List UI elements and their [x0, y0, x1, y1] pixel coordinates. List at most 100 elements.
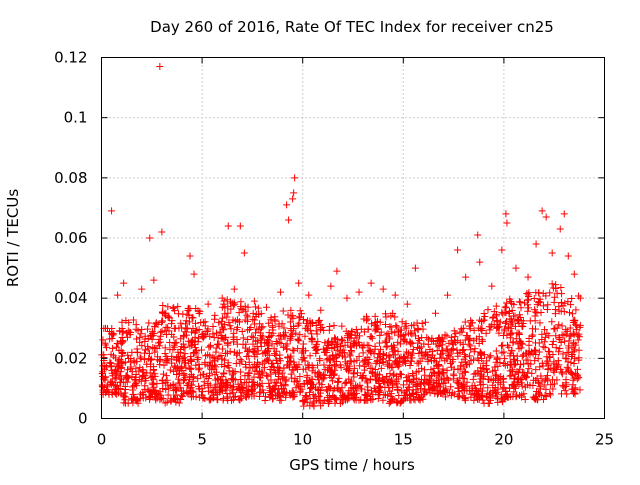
- data-point: [554, 357, 562, 365]
- data-point: [455, 380, 463, 388]
- data-point: [265, 351, 273, 359]
- data-point: [363, 341, 371, 349]
- data-point: [318, 374, 326, 382]
- data-point: [404, 383, 412, 391]
- y-tick-label: 0.1: [64, 109, 88, 127]
- data-point: [411, 327, 419, 335]
- data-point: [276, 357, 284, 365]
- data-point: [457, 325, 465, 333]
- data-point: [447, 363, 455, 371]
- data-point: [376, 339, 384, 347]
- data-point: [343, 294, 351, 302]
- data-point: [394, 385, 402, 393]
- data-point: [492, 393, 500, 401]
- data-point: [109, 331, 117, 339]
- data-point: [201, 395, 209, 403]
- data-point: [518, 368, 526, 376]
- data-point: [396, 399, 404, 407]
- data-point: [237, 298, 245, 306]
- data-point: [548, 249, 556, 257]
- data-point: [395, 392, 403, 400]
- data-point: [188, 341, 196, 349]
- data-point: [281, 329, 289, 337]
- data-point: [408, 330, 416, 338]
- data-point: [320, 348, 328, 356]
- data-point: [355, 332, 363, 340]
- data-point: [303, 325, 311, 333]
- data-point: [106, 359, 114, 367]
- data-point: [547, 381, 555, 389]
- data-point: [372, 388, 380, 396]
- data-point: [476, 258, 484, 266]
- data-point: [525, 365, 533, 373]
- data-point: [534, 355, 542, 363]
- data-point: [367, 396, 375, 404]
- data-point: [325, 326, 333, 334]
- data-point: [531, 306, 539, 314]
- data-point: [143, 360, 151, 368]
- data-point: [485, 376, 493, 384]
- data-point: [359, 349, 367, 357]
- data-point: [521, 299, 529, 307]
- data-point: [151, 348, 159, 356]
- data-point: [187, 353, 195, 361]
- data-point: [220, 369, 228, 377]
- data-point: [533, 396, 541, 404]
- data-point: [510, 380, 518, 388]
- data-point: [223, 349, 231, 357]
- data-point: [524, 304, 532, 312]
- data-point: [210, 365, 218, 373]
- data-point: [263, 372, 271, 380]
- data-point: [184, 379, 192, 387]
- data-point: [310, 381, 318, 389]
- x-tick-label: 5: [197, 431, 207, 449]
- data-point: [330, 361, 338, 369]
- data-point: [253, 325, 261, 333]
- data-point: [469, 375, 477, 383]
- data-point: [246, 326, 254, 334]
- data-point: [153, 380, 161, 388]
- data-point: [158, 228, 166, 236]
- data-point: [489, 314, 497, 322]
- data-point: [280, 388, 288, 396]
- data-point: [532, 395, 540, 403]
- data-point: [413, 319, 421, 327]
- data-point: [539, 302, 547, 310]
- data-point: [425, 377, 433, 385]
- data-point: [114, 357, 122, 365]
- data-point: [195, 360, 203, 368]
- data-point: [266, 383, 274, 391]
- data-point: [191, 329, 199, 337]
- data-point: [356, 341, 364, 349]
- data-point: [174, 384, 182, 392]
- data-point: [346, 362, 354, 370]
- data-point: [290, 358, 298, 366]
- data-point: [158, 327, 166, 335]
- data-point: [380, 391, 388, 399]
- data-point: [300, 402, 308, 410]
- data-point: [248, 378, 256, 386]
- data-point: [235, 309, 243, 317]
- data-point: [575, 346, 583, 354]
- data-point: [234, 323, 242, 331]
- data-point: [163, 331, 171, 339]
- data-point: [301, 332, 309, 340]
- y-tick-label: 0.12: [54, 49, 87, 67]
- data-point: [265, 342, 273, 350]
- data-point: [162, 309, 170, 317]
- data-point: [407, 340, 415, 348]
- data-point: [553, 363, 561, 371]
- data-point: [545, 348, 553, 356]
- data-point: [479, 364, 487, 372]
- data-point: [163, 398, 171, 406]
- data-point: [108, 207, 116, 215]
- data-point: [548, 280, 556, 288]
- data-point: [431, 370, 439, 378]
- data-point: [444, 291, 452, 299]
- data-point: [537, 372, 545, 380]
- data-point: [397, 370, 405, 378]
- data-point: [195, 382, 203, 390]
- data-point: [101, 365, 109, 373]
- data-point: [571, 317, 579, 325]
- data-point: [213, 395, 221, 403]
